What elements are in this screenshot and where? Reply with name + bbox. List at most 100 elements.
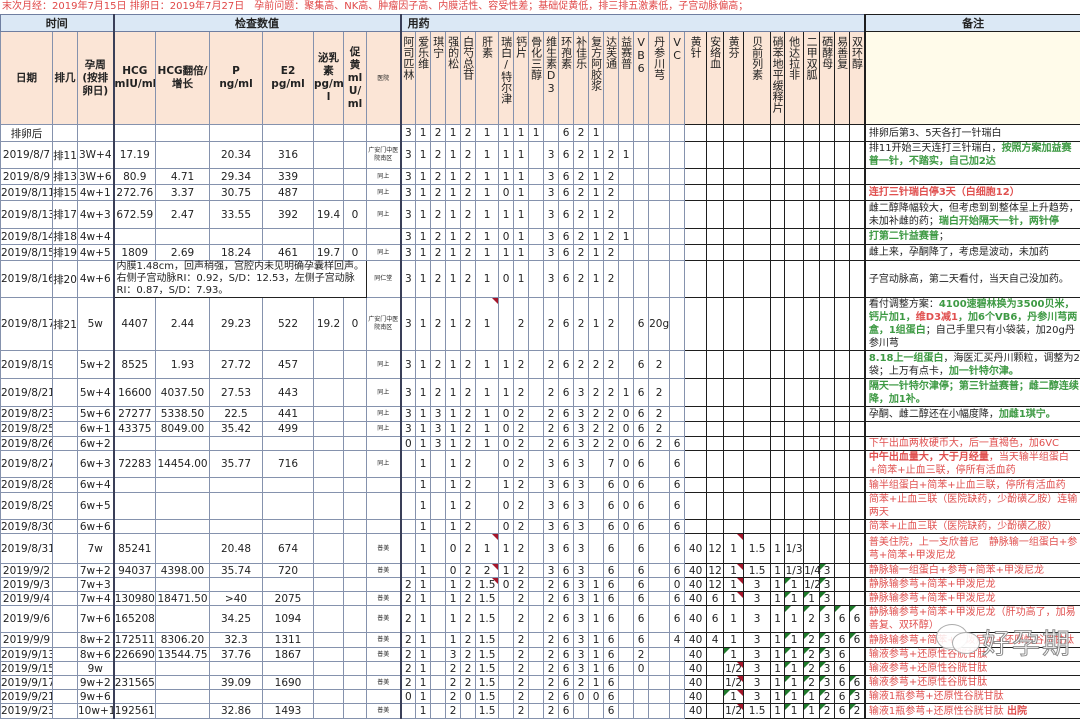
progesterone-cell: 27.72 [210, 351, 263, 379]
drug-dose-cell: 3 [401, 351, 416, 379]
prolactin-cell [314, 351, 344, 379]
hcg-ratio-cell [156, 690, 210, 704]
drug-dose-cell: 3 [820, 564, 835, 578]
drug-dose-cell: 6 [559, 169, 574, 185]
drug-dose-cell: 40 [685, 676, 707, 690]
drug-dose-cell: 3 [574, 407, 589, 422]
gestation-week-cell: 8w+6 [78, 648, 114, 662]
drug-dose-cell [589, 534, 604, 564]
hcg-ratio-cell [156, 125, 210, 142]
ovulation-day-cell [53, 125, 78, 142]
note-cell: 隔天一针特尔津停；第三针益赛普；雌二醇连续降，加1补。 [865, 379, 1080, 407]
note-text: 简苯+止血三联（医院缺药，少酚磺乙胺） [869, 521, 1057, 532]
drug-dose-cell [850, 245, 865, 261]
drug-header: 白芍总苷 [461, 32, 476, 125]
drug-dose-cell: 0 [499, 578, 514, 592]
progesterone-cell [210, 125, 263, 142]
date-cell: 2019/8/26 [1, 437, 53, 451]
drug-dose-cell: 2 [804, 606, 820, 633]
drug-dose-cell [707, 437, 724, 451]
drug-dose-cell [804, 261, 820, 298]
gestation-week-cell: 4w+6 [78, 261, 114, 298]
drug-dose-cell: 3 [544, 142, 559, 169]
drug-header-label: 达芙通 [605, 36, 618, 69]
drug-dose-cell [431, 451, 446, 478]
drug-dose-cell [670, 422, 685, 437]
drug-dose-cell [850, 578, 865, 592]
drug-dose-cell: 1 [771, 633, 785, 648]
drug-dose-cell [589, 564, 604, 578]
drug-dose-cell [619, 633, 634, 648]
drug-dose-cell: 6 [604, 493, 619, 520]
drug-dose-cell [707, 379, 724, 407]
drug-dose-cell [431, 592, 446, 606]
drug-dose-cell: 3 [544, 201, 559, 229]
drug-dose-cell: 1 [416, 261, 431, 298]
drug-dose-cell [804, 534, 820, 564]
hcg-ratio-cell: 2.69 [156, 245, 210, 261]
drug-dose-cell: 1 [771, 648, 785, 662]
hcg-ratio-cell: 4.71 [156, 169, 210, 185]
drug-dose-cell: 1 [724, 578, 744, 592]
drug-header-label: VB6 [635, 36, 648, 75]
drug-dose-cell: 1 [589, 676, 604, 690]
note-cell: 输液1瓶参芎+还原性谷胱甘肽 [865, 690, 1080, 704]
drug-dose-cell [670, 125, 685, 142]
drug-dose-cell: 3 [820, 662, 835, 676]
drug-dose-cell: 2 [514, 606, 529, 633]
lh-cell [344, 451, 367, 478]
note-cell: 下午出血两枚硬币大，后一直褐色，加6VC [865, 437, 1080, 451]
drug-dose-cell: 2 [589, 437, 604, 451]
drug-dose-cell [529, 690, 544, 704]
drug-dose-cell: 2 [589, 379, 604, 407]
drug-dose-cell [619, 704, 634, 719]
drug-dose-cell: 1 [771, 690, 785, 704]
drug-dose-cell: 0 [446, 564, 461, 578]
drug-dose-cell: 1.5 [476, 592, 499, 606]
drug-dose-cell [804, 245, 820, 261]
drug-dose-cell [785, 437, 804, 451]
drug-dose-cell: 12 [707, 564, 724, 578]
drug-dose-cell: 2 [461, 169, 476, 185]
estradiol-cell: 487 [263, 185, 314, 201]
lh-cell [344, 578, 367, 592]
prolactin-cell [314, 437, 344, 451]
drug-dose-cell: 1 [446, 125, 461, 142]
progesterone-cell: 18.24 [210, 245, 263, 261]
drug-dose-cell [649, 245, 670, 261]
note-text: 普美住院，上一支欣普尼 静脉输一组蛋白+参芎+简苯+甲泼尼龙 [869, 537, 1077, 561]
hospital-cell [367, 578, 401, 592]
drug-dose-cell [771, 125, 785, 142]
drug-dose-cell [401, 564, 416, 578]
drug-dose-cell [707, 298, 724, 351]
drug-dose-cell [670, 690, 685, 704]
drug-header: 硝苯地平缓释片 [771, 32, 785, 125]
drug-dose-cell: 1 [446, 201, 461, 229]
drug-dose-cell: 2 [431, 229, 446, 245]
drug-dose-cell: 2 [461, 478, 476, 493]
drug-dose-cell: 6 [850, 676, 865, 690]
drug-dose-cell [707, 422, 724, 437]
ovulation-day-cell [53, 351, 78, 379]
drug-dose-cell: 1 [416, 690, 431, 704]
drug-dose-cell: 2 [604, 437, 619, 451]
drug-dose-cell: 1 [416, 422, 431, 437]
drug-dose-cell [529, 201, 544, 229]
estradiol-cell: 457 [263, 351, 314, 379]
date-cell: 2019/9/4 [1, 592, 53, 606]
hcg-cell [114, 493, 156, 520]
progesterone-cell [210, 493, 263, 520]
drug-dose-cell: 1 [499, 245, 514, 261]
drug-dose-cell [685, 229, 707, 245]
hcg-ratio-cell: 2.47 [156, 201, 210, 229]
date-cell: 2019/8/14 [1, 229, 53, 245]
drug-dose-cell [634, 229, 649, 245]
drug-dose-cell [785, 520, 804, 534]
date-cell: 2019/8/11 [1, 185, 53, 201]
drug-header-label: VC [671, 36, 684, 62]
drug-dose-cell [707, 261, 724, 298]
drug-dose-cell: 1 [476, 351, 499, 379]
note-cell [865, 169, 1080, 185]
drug-dose-cell: 1.5 [744, 534, 771, 564]
